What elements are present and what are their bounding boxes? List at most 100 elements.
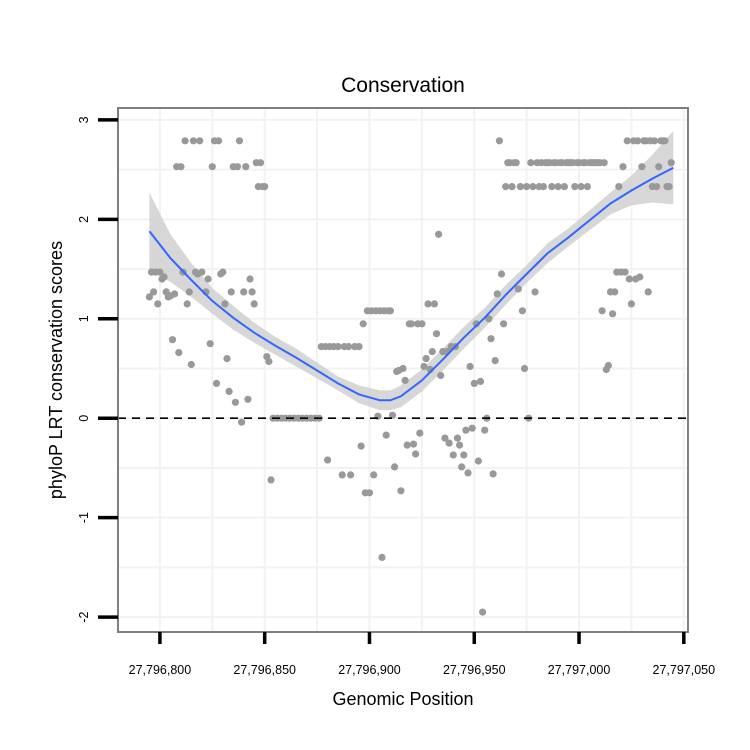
data-point xyxy=(256,159,265,167)
data-point xyxy=(238,418,246,426)
y-tick-label: 1 xyxy=(77,315,91,322)
data-point xyxy=(242,163,250,171)
data-point xyxy=(518,307,527,315)
data-point xyxy=(611,288,619,296)
data-point xyxy=(619,163,627,171)
data-point xyxy=(508,183,516,191)
data-point xyxy=(458,463,466,471)
data-point xyxy=(246,275,254,283)
data-point xyxy=(583,183,592,191)
data-point xyxy=(267,476,275,484)
data-point xyxy=(627,300,636,308)
data-point xyxy=(514,285,522,293)
data-point xyxy=(215,137,223,145)
data-point xyxy=(344,343,353,351)
confidence-band xyxy=(149,130,674,411)
data-point xyxy=(527,159,535,167)
data-point xyxy=(661,137,669,145)
data-point xyxy=(244,395,252,403)
data-point xyxy=(160,273,168,281)
data-point xyxy=(265,357,273,366)
data-point xyxy=(250,300,258,308)
data-point xyxy=(476,377,485,385)
data-point xyxy=(227,288,235,296)
data-point xyxy=(171,290,179,298)
data-point xyxy=(187,360,195,369)
data-point xyxy=(516,183,525,191)
data-point xyxy=(223,355,231,363)
data-point xyxy=(644,288,652,296)
data-point xyxy=(181,137,189,145)
data-point xyxy=(539,183,548,191)
data-point xyxy=(235,137,244,145)
data-point xyxy=(175,349,183,357)
data-point xyxy=(391,463,399,471)
data-point xyxy=(474,457,482,465)
data-point xyxy=(512,159,520,167)
data-point xyxy=(609,310,617,318)
data-point xyxy=(529,183,537,191)
data-points xyxy=(145,137,675,616)
data-point xyxy=(638,163,646,171)
data-point xyxy=(231,398,239,406)
data-point xyxy=(355,343,363,351)
data-point xyxy=(334,343,342,351)
data-point xyxy=(399,364,407,373)
data-point xyxy=(466,362,474,371)
data-point xyxy=(196,137,204,145)
data-point xyxy=(359,320,367,328)
data-point xyxy=(432,330,441,338)
data-point xyxy=(357,442,365,450)
data-point xyxy=(495,137,503,145)
data-point xyxy=(650,137,659,145)
data-point xyxy=(560,183,569,191)
data-point xyxy=(154,300,162,308)
data-point xyxy=(412,450,420,458)
data-point xyxy=(634,137,642,145)
data-point xyxy=(520,364,529,373)
data-point xyxy=(206,340,214,348)
data-point xyxy=(388,411,397,419)
x-tick-label: 27,797,050 xyxy=(653,663,716,677)
data-point xyxy=(240,288,248,296)
x-tick-label: 27,797,000 xyxy=(548,663,611,677)
data-point xyxy=(481,426,489,434)
data-point xyxy=(598,307,606,315)
plot-frame xyxy=(117,107,689,633)
data-point xyxy=(338,471,346,479)
data-point xyxy=(382,431,390,439)
data-point xyxy=(615,183,623,191)
data-point xyxy=(430,300,438,308)
data-point xyxy=(208,163,216,171)
data-point xyxy=(487,335,495,343)
data-point xyxy=(441,434,449,442)
x-axis-label: Genomic Position xyxy=(332,689,473,709)
data-point xyxy=(623,137,631,145)
x-axis: 27,796,800 27,796,850 27,796,900 27,796,950… xyxy=(129,632,716,677)
data-point xyxy=(204,275,212,283)
data-point xyxy=(604,361,613,370)
data-point xyxy=(462,426,470,434)
data-point xyxy=(621,268,629,276)
data-point xyxy=(636,273,644,281)
data-point xyxy=(418,320,426,328)
data-point xyxy=(409,440,418,448)
data-point xyxy=(416,429,424,437)
data-point xyxy=(370,471,378,479)
data-point xyxy=(156,268,164,276)
data-point xyxy=(424,300,432,308)
data-point xyxy=(665,183,673,191)
data-point xyxy=(460,451,468,459)
data-point xyxy=(531,288,539,296)
data-point xyxy=(571,183,579,191)
data-point xyxy=(428,348,436,356)
data-point xyxy=(548,183,556,191)
data-point xyxy=(145,293,153,301)
data-point xyxy=(378,553,386,562)
data-point xyxy=(445,439,453,447)
data-point xyxy=(219,268,227,276)
data-point xyxy=(168,336,177,344)
x-tick-label: 27,796,900 xyxy=(338,663,401,677)
data-point xyxy=(324,456,332,464)
data-point xyxy=(479,608,487,616)
